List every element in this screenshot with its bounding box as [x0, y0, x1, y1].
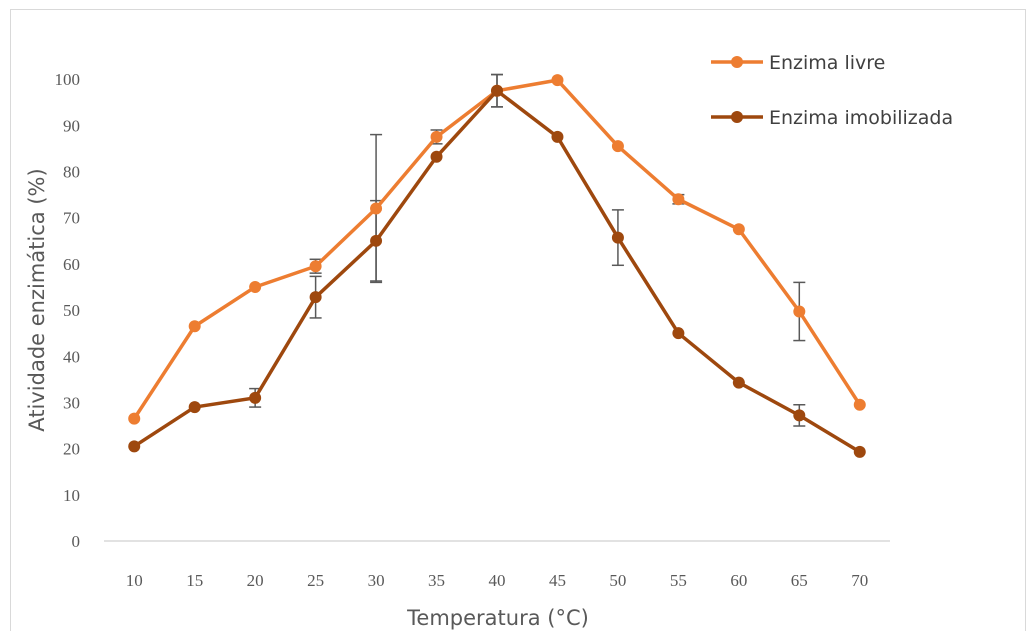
data-point-s1-35: [430, 130, 443, 143]
x-tick-label-55: 55: [670, 571, 687, 590]
data-point-s1-60: [732, 223, 745, 236]
y-tick-label-50: 50: [63, 301, 80, 320]
y-tick-labels: 0 10 20 30 40 50 60 70 80 90 100: [55, 70, 81, 551]
y-tick-label-60: 60: [63, 255, 80, 274]
data-point-s1-50: [611, 140, 624, 153]
chart-frame: [10, 9, 1026, 631]
legend-item-2: Enzima imobilizada: [711, 107, 953, 129]
x-tick-label-30: 30: [368, 571, 385, 590]
data-point-s2-30: [370, 234, 383, 247]
series-line-1: [132, 78, 862, 420]
data-point-s1-25: [309, 260, 322, 273]
y-tick-label-0: 0: [72, 532, 81, 551]
y-tick-label-10: 10: [63, 486, 80, 505]
x-tick-label-35: 35: [428, 571, 445, 590]
data-point-s2-10: [128, 440, 141, 453]
data-point-s2-25: [309, 291, 322, 304]
y-tick-label-20: 20: [63, 440, 80, 459]
x-tick-label-15: 15: [186, 571, 203, 590]
series-group: [128, 74, 866, 458]
data-point-s2-60: [732, 376, 745, 389]
data-point-s2-15: [188, 401, 201, 414]
data-point-s2-65: [793, 409, 806, 422]
x-axis-title: Temperatura (°C): [406, 606, 589, 630]
y-tick-label-40: 40: [63, 347, 80, 366]
x-tick-label-45: 45: [549, 571, 566, 590]
series-line-2: [133, 88, 861, 454]
x-tick-label-25: 25: [307, 571, 324, 590]
data-point-s1-65: [793, 305, 806, 318]
legend-swatch-marker: [731, 111, 743, 123]
data-point-s2-55: [672, 327, 685, 340]
data-point-s1-70: [853, 398, 866, 411]
data-point-s2-35: [430, 150, 443, 163]
y-tick-label-100: 100: [55, 70, 81, 89]
x-tick-label-20: 20: [247, 571, 264, 590]
data-point-s1-20: [249, 281, 262, 293]
y-axis-title: Atividade enzimática (%): [25, 168, 49, 431]
x-tick-label-40: 40: [489, 571, 506, 590]
data-point-s2-70: [853, 445, 866, 458]
legend-swatch-marker: [731, 56, 743, 68]
y-tick-label-80: 80: [63, 163, 80, 182]
legend-item-1: Enzima livre: [711, 52, 885, 74]
data-point-s2-45: [551, 130, 564, 143]
x-tick-label-50: 50: [609, 571, 626, 590]
legend-label-2: Enzima imobilizada: [769, 107, 953, 129]
data-point-s1-30: [370, 202, 383, 215]
data-point-s1-45: [551, 74, 564, 87]
x-tick-labels: 10 15 20 25 30 35 40 45 50 55 60 65 70: [126, 571, 869, 590]
y-tick-label-70: 70: [63, 209, 80, 228]
data-point-s2-40: [491, 84, 503, 97]
data-point-s2-20: [249, 391, 262, 404]
legend: Enzima livre Enzima imobilizada: [711, 52, 953, 129]
data-point-s1-15: [188, 320, 201, 333]
legend-label-1: Enzima livre: [769, 52, 885, 74]
x-tick-label-60: 60: [730, 571, 747, 590]
data-point-s2-50: [611, 231, 624, 244]
x-tick-label-65: 65: [791, 571, 808, 590]
x-tick-label-70: 70: [851, 571, 868, 590]
data-point-s1-55: [672, 193, 685, 206]
data-point-s1-10: [128, 412, 141, 425]
y-tick-label-90: 90: [63, 116, 80, 135]
y-tick-label-30: 30: [63, 393, 80, 412]
x-tick-label-10: 10: [126, 571, 143, 590]
